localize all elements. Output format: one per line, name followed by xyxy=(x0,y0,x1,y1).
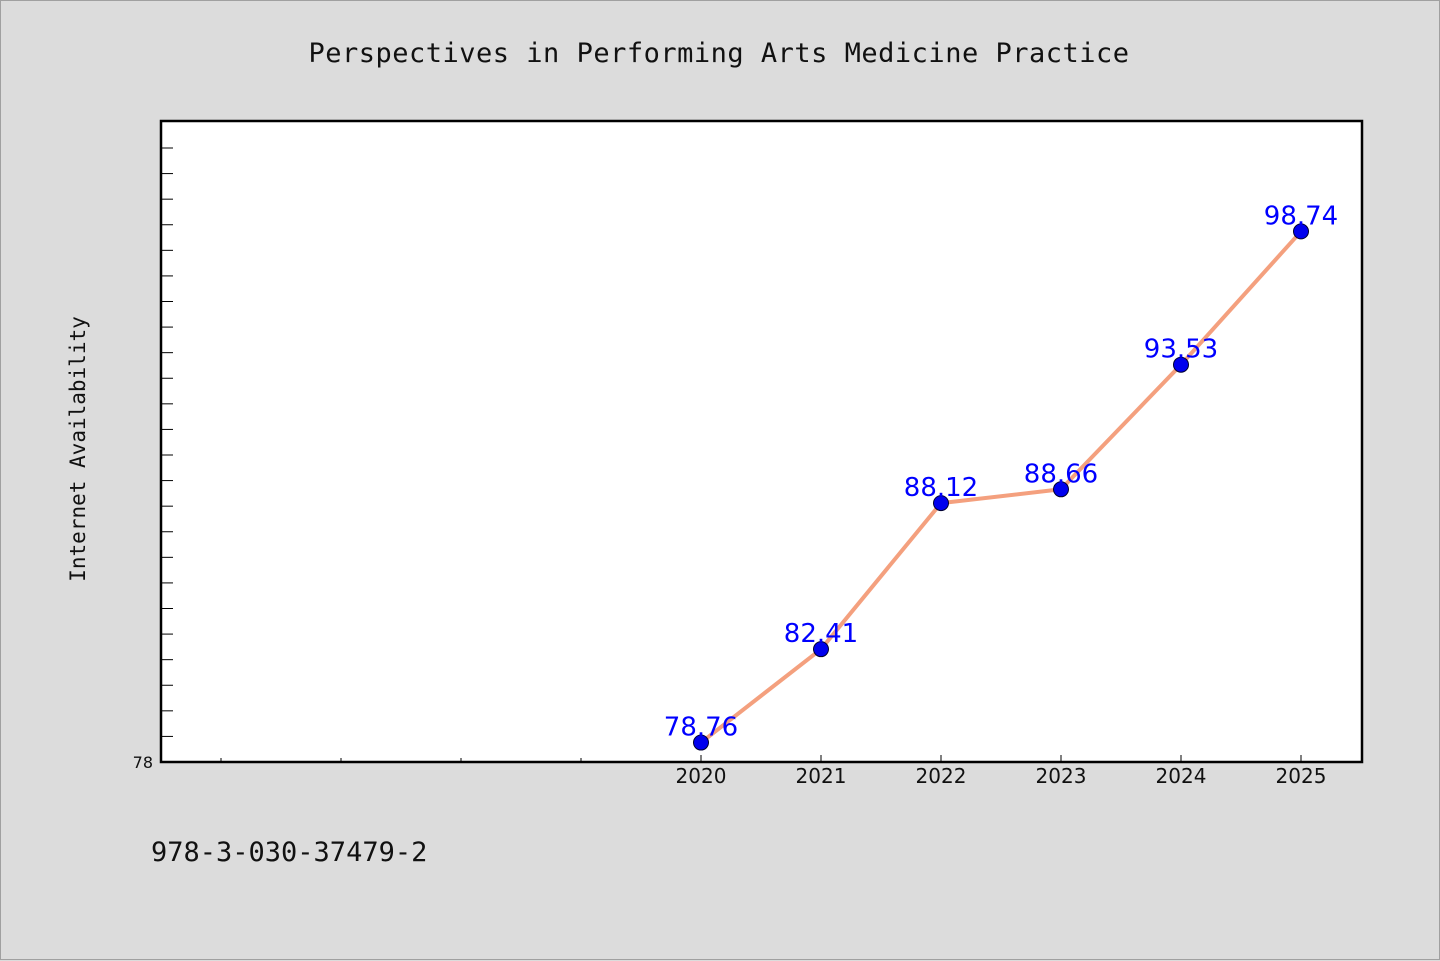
data-labels: 78.76 82.41 88.12 88.66 93.53 98.74 xyxy=(664,201,1338,742)
x-tick-label: 2023 xyxy=(1036,764,1087,788)
data-label: 88.66 xyxy=(1024,459,1098,489)
data-label: 93.53 xyxy=(1144,335,1218,365)
y-tick-label: 78 xyxy=(133,753,153,772)
data-point xyxy=(813,641,829,658)
isbn-text: 978-3-030-37479-2 xyxy=(151,837,428,868)
x-tick-label: 2021 xyxy=(796,764,847,788)
data-label: 98.74 xyxy=(1264,201,1338,231)
data-point xyxy=(1173,356,1189,373)
series-line-group xyxy=(699,229,1303,745)
axis-ticks: 78 2020 2021 2022 2023 2024 2025 xyxy=(133,147,1327,788)
plot-area xyxy=(159,119,1364,764)
y-axis-label: Internet Availability xyxy=(66,316,90,582)
data-point xyxy=(933,495,949,512)
chart-title: Perspectives in Performing Arts Medicine… xyxy=(308,38,1129,69)
data-label: 88.12 xyxy=(904,473,978,503)
data-point xyxy=(1053,481,1069,498)
x-tick-label: 2022 xyxy=(916,764,967,788)
series-line xyxy=(699,229,1303,745)
x-tick-label: 2024 xyxy=(1156,764,1207,788)
data-point xyxy=(693,734,709,751)
x-tick-label: 2025 xyxy=(1276,764,1327,788)
data-markers xyxy=(693,223,1309,751)
data-label: 78.76 xyxy=(664,713,738,743)
data-point xyxy=(1293,223,1309,240)
data-label: 82.41 xyxy=(784,619,858,649)
x-tick-label: 2020 xyxy=(676,764,727,788)
